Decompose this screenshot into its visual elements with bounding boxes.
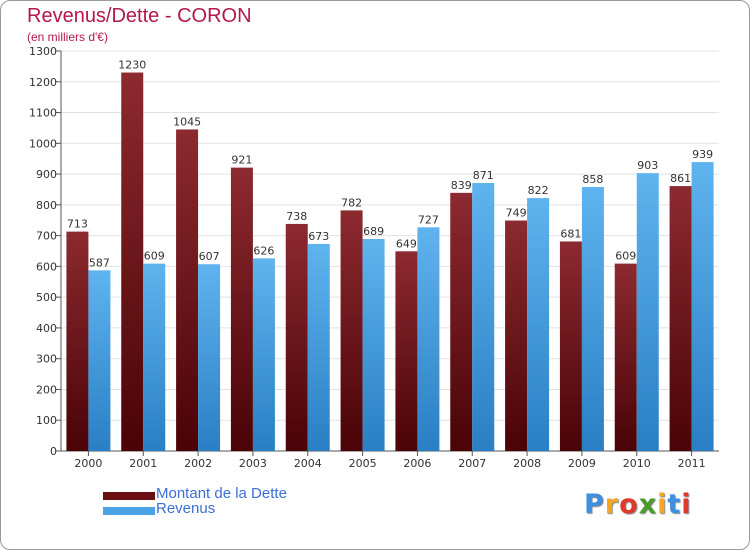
y-tick-label: 400 xyxy=(36,322,57,335)
logo-letter: t xyxy=(667,489,682,520)
bar-revenus-2010 xyxy=(636,173,659,451)
bar-revenus-2002 xyxy=(198,264,221,451)
grid-lines xyxy=(61,50,719,452)
y-tick-label: 900 xyxy=(36,168,57,181)
data-label-revenus-2010: 903 xyxy=(637,159,658,172)
data-label-dette-2004: 738 xyxy=(286,210,307,223)
legend-label-dette: Montant de la Dette xyxy=(156,485,287,502)
legend-swatch-dette xyxy=(103,492,155,500)
data-label-dette-2003: 921 xyxy=(231,154,252,167)
x-tick-label: 2010 xyxy=(623,457,651,470)
bar-dette-2003 xyxy=(230,167,253,451)
y-tick-label: 1200 xyxy=(29,76,57,89)
bar-revenus-2005 xyxy=(362,239,385,451)
x-tick-label: 2008 xyxy=(513,457,541,470)
logo-letter: i xyxy=(681,489,692,520)
x-tick-label: 2005 xyxy=(349,457,377,470)
legend-label-revenus: Revenus xyxy=(156,500,216,517)
axes: 0 100 200 300 400 500 600 700 800 900 1000 1100 1200… xyxy=(29,45,719,470)
data-label-dette-2008: 749 xyxy=(506,207,527,220)
proxiti-logo: Proxiti xyxy=(584,489,692,520)
bars xyxy=(66,72,714,452)
y-tick-label: 1100 xyxy=(29,107,57,120)
logo-letter: x xyxy=(638,489,658,520)
bar-dette-2006 xyxy=(395,251,418,451)
data-label-dette-2009: 681 xyxy=(560,227,581,240)
bar-revenus-2003 xyxy=(252,258,275,451)
data-label-revenus-2006: 727 xyxy=(418,213,439,226)
x-tick-label: 2007 xyxy=(458,457,486,470)
data-label-revenus-2008: 822 xyxy=(528,184,549,197)
y-tick-label: 1300 xyxy=(29,45,57,58)
bar-revenus-2001 xyxy=(143,263,166,451)
logo-letter: i xyxy=(657,489,668,520)
x-tick-label: 2000 xyxy=(74,457,102,470)
data-label-revenus-2003: 626 xyxy=(253,244,274,257)
bar-revenus-2000 xyxy=(88,270,111,451)
bar-revenus-2008 xyxy=(527,198,550,451)
logo-letter: P xyxy=(584,489,605,520)
data-label-revenus-2005: 689 xyxy=(363,225,384,238)
y-tick-label: 300 xyxy=(36,353,57,366)
data-label-dette-2010: 609 xyxy=(615,250,636,263)
data-label-revenus-2002: 607 xyxy=(199,250,220,263)
data-label-revenus-2011: 939 xyxy=(692,148,713,161)
bar-dette-2008 xyxy=(505,220,528,451)
data-label-revenus-2000: 587 xyxy=(89,256,110,269)
bar-dette-2004 xyxy=(285,223,308,451)
bar-revenus-2011 xyxy=(691,162,714,452)
bar-dette-2011 xyxy=(669,186,692,452)
bar-revenus-2009 xyxy=(581,187,604,451)
data-label-dette-2011: 861 xyxy=(670,172,691,185)
y-tick-label: 500 xyxy=(36,291,57,304)
data-label-dette-2005: 782 xyxy=(341,196,362,209)
data-label-dette-2000: 713 xyxy=(67,218,88,231)
data-label-dette-2002: 1045 xyxy=(173,115,201,128)
bar-dette-2010 xyxy=(614,263,637,451)
legend-swatch-revenus xyxy=(103,507,155,515)
data-label-dette-2007: 839 xyxy=(451,179,472,192)
bar-dette-2001 xyxy=(121,72,144,452)
bar-dette-2007 xyxy=(450,192,473,451)
bar-revenus-2004 xyxy=(307,243,330,451)
bar-dette-2009 xyxy=(559,241,582,451)
y-tick-label: 1000 xyxy=(29,137,57,150)
x-tick-label: 2009 xyxy=(568,457,596,470)
y-tick-label: 800 xyxy=(36,199,57,212)
x-tick-label: 2006 xyxy=(403,457,431,470)
chart-title: Revenus/Dette - CORON xyxy=(27,5,252,27)
bar-dette-2005 xyxy=(340,210,363,451)
x-tick-label: 2004 xyxy=(294,457,322,470)
bar-revenus-2007 xyxy=(472,183,495,451)
y-tick-label: 0 xyxy=(50,445,57,458)
bar-dette-2002 xyxy=(176,129,199,451)
logo-letter: r xyxy=(604,489,620,520)
data-label-revenus-2004: 673 xyxy=(308,230,329,243)
data-label-dette-2006: 649 xyxy=(396,237,417,250)
y-tick-label: 600 xyxy=(36,260,57,273)
data-label-dette-2001: 1230 xyxy=(118,59,146,72)
x-tick-label: 2003 xyxy=(239,457,267,470)
data-label-revenus-2007: 871 xyxy=(473,169,494,182)
bar-dette-2000 xyxy=(66,231,89,451)
data-label-revenus-2001: 609 xyxy=(144,250,165,263)
y-tick-label: 100 xyxy=(36,414,57,427)
x-tick-label: 2001 xyxy=(129,457,157,470)
logo-letter: o xyxy=(619,489,639,520)
y-tick-label: 200 xyxy=(36,383,57,396)
x-tick-label: 2002 xyxy=(184,457,212,470)
x-tick-label: 2011 xyxy=(678,457,706,470)
bar-revenus-2006 xyxy=(417,227,440,451)
y-tick-label: 700 xyxy=(36,230,57,243)
data-label-revenus-2009: 858 xyxy=(582,173,603,186)
plot-area xyxy=(61,51,719,451)
chart-subtitle: (en milliers d'€) xyxy=(27,30,108,44)
